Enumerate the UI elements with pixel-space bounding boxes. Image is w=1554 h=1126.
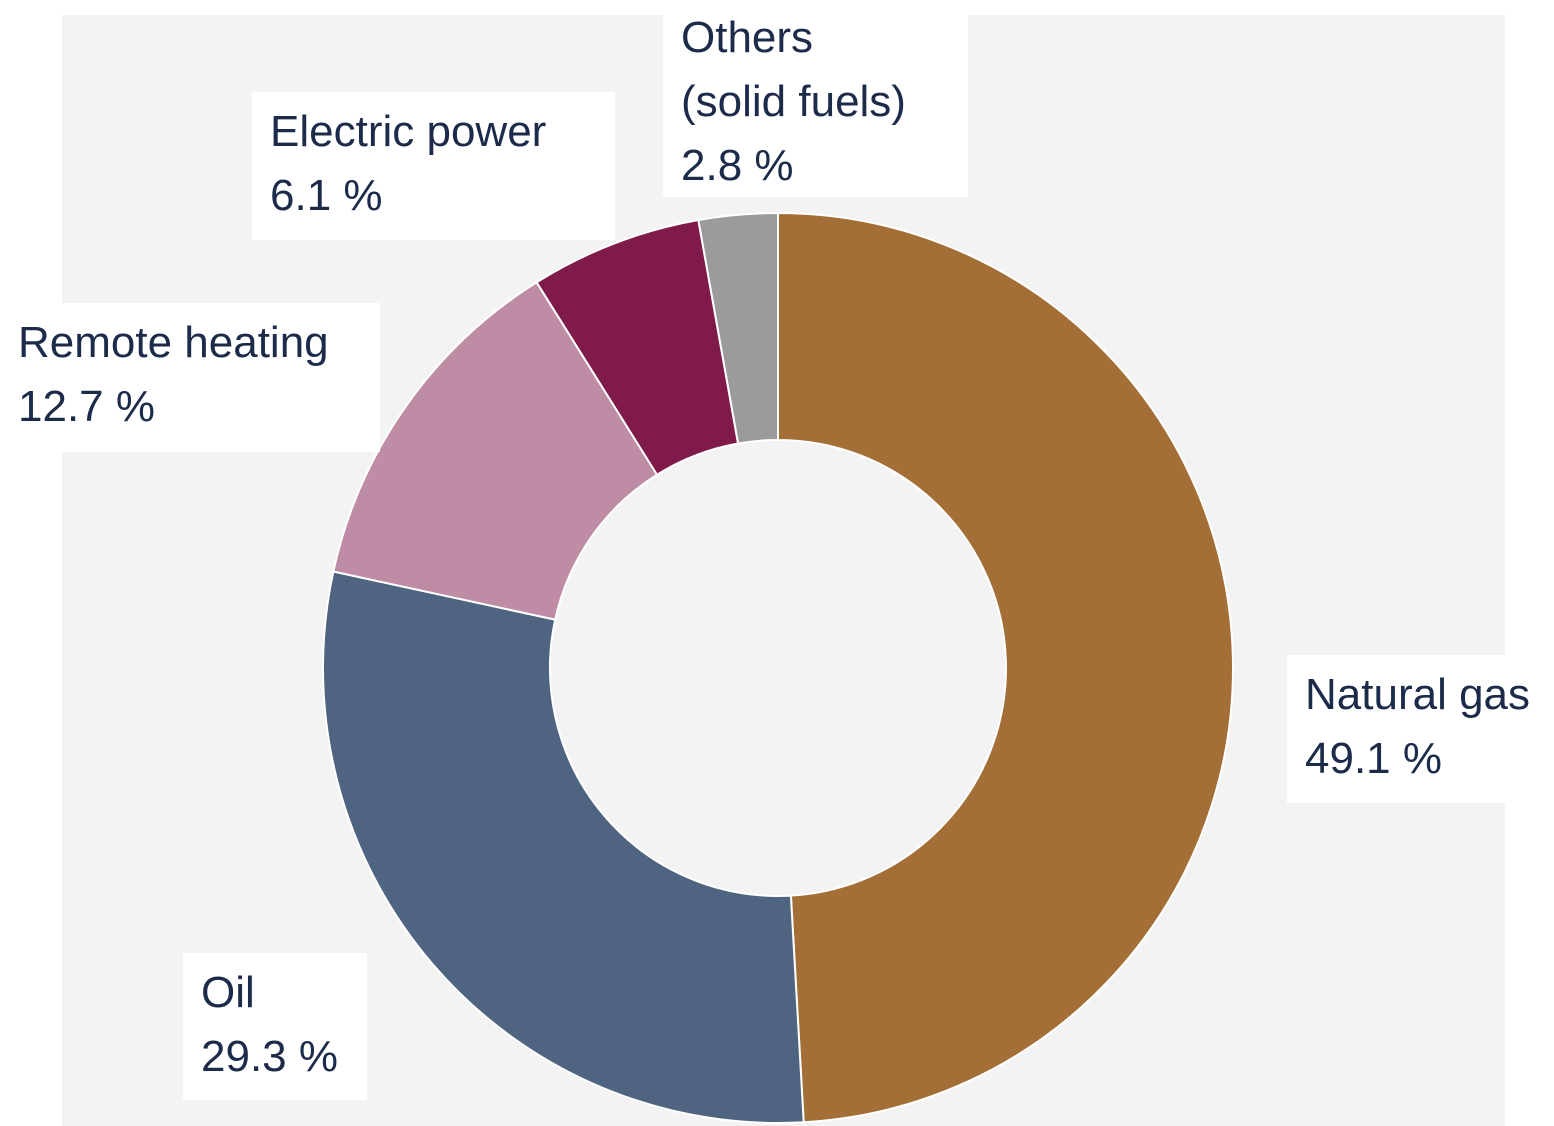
category-label: Natural gas [1305,670,1531,719]
value-label: 12.7 % [18,382,155,431]
pie-slice [777,211,1234,1124]
value-label: 6.1 % [270,171,383,220]
category-label: Electric power [270,107,547,156]
data-label: Natural gas 49.1 % [1287,655,1554,803]
data-label: Others (solid fuels) 2.8 % [663,0,968,197]
pie-slice [322,570,805,1124]
pie-slice [332,280,659,621]
data-label: Remote heating 12.7 % [0,303,380,452]
value-label: 29.3 % [201,1032,338,1081]
pie-slice [697,211,779,445]
category-label: Remote heating [18,318,329,367]
data-label: Oil 29.3 % [183,953,367,1100]
data-label: Electric power 6.1 % [252,92,615,240]
category-label: Oil [201,968,255,1017]
value-label: 49.1 % [1305,734,1442,783]
category-label: Others (solid fuels) [681,13,906,126]
value-label: 2.8 % [681,141,794,190]
